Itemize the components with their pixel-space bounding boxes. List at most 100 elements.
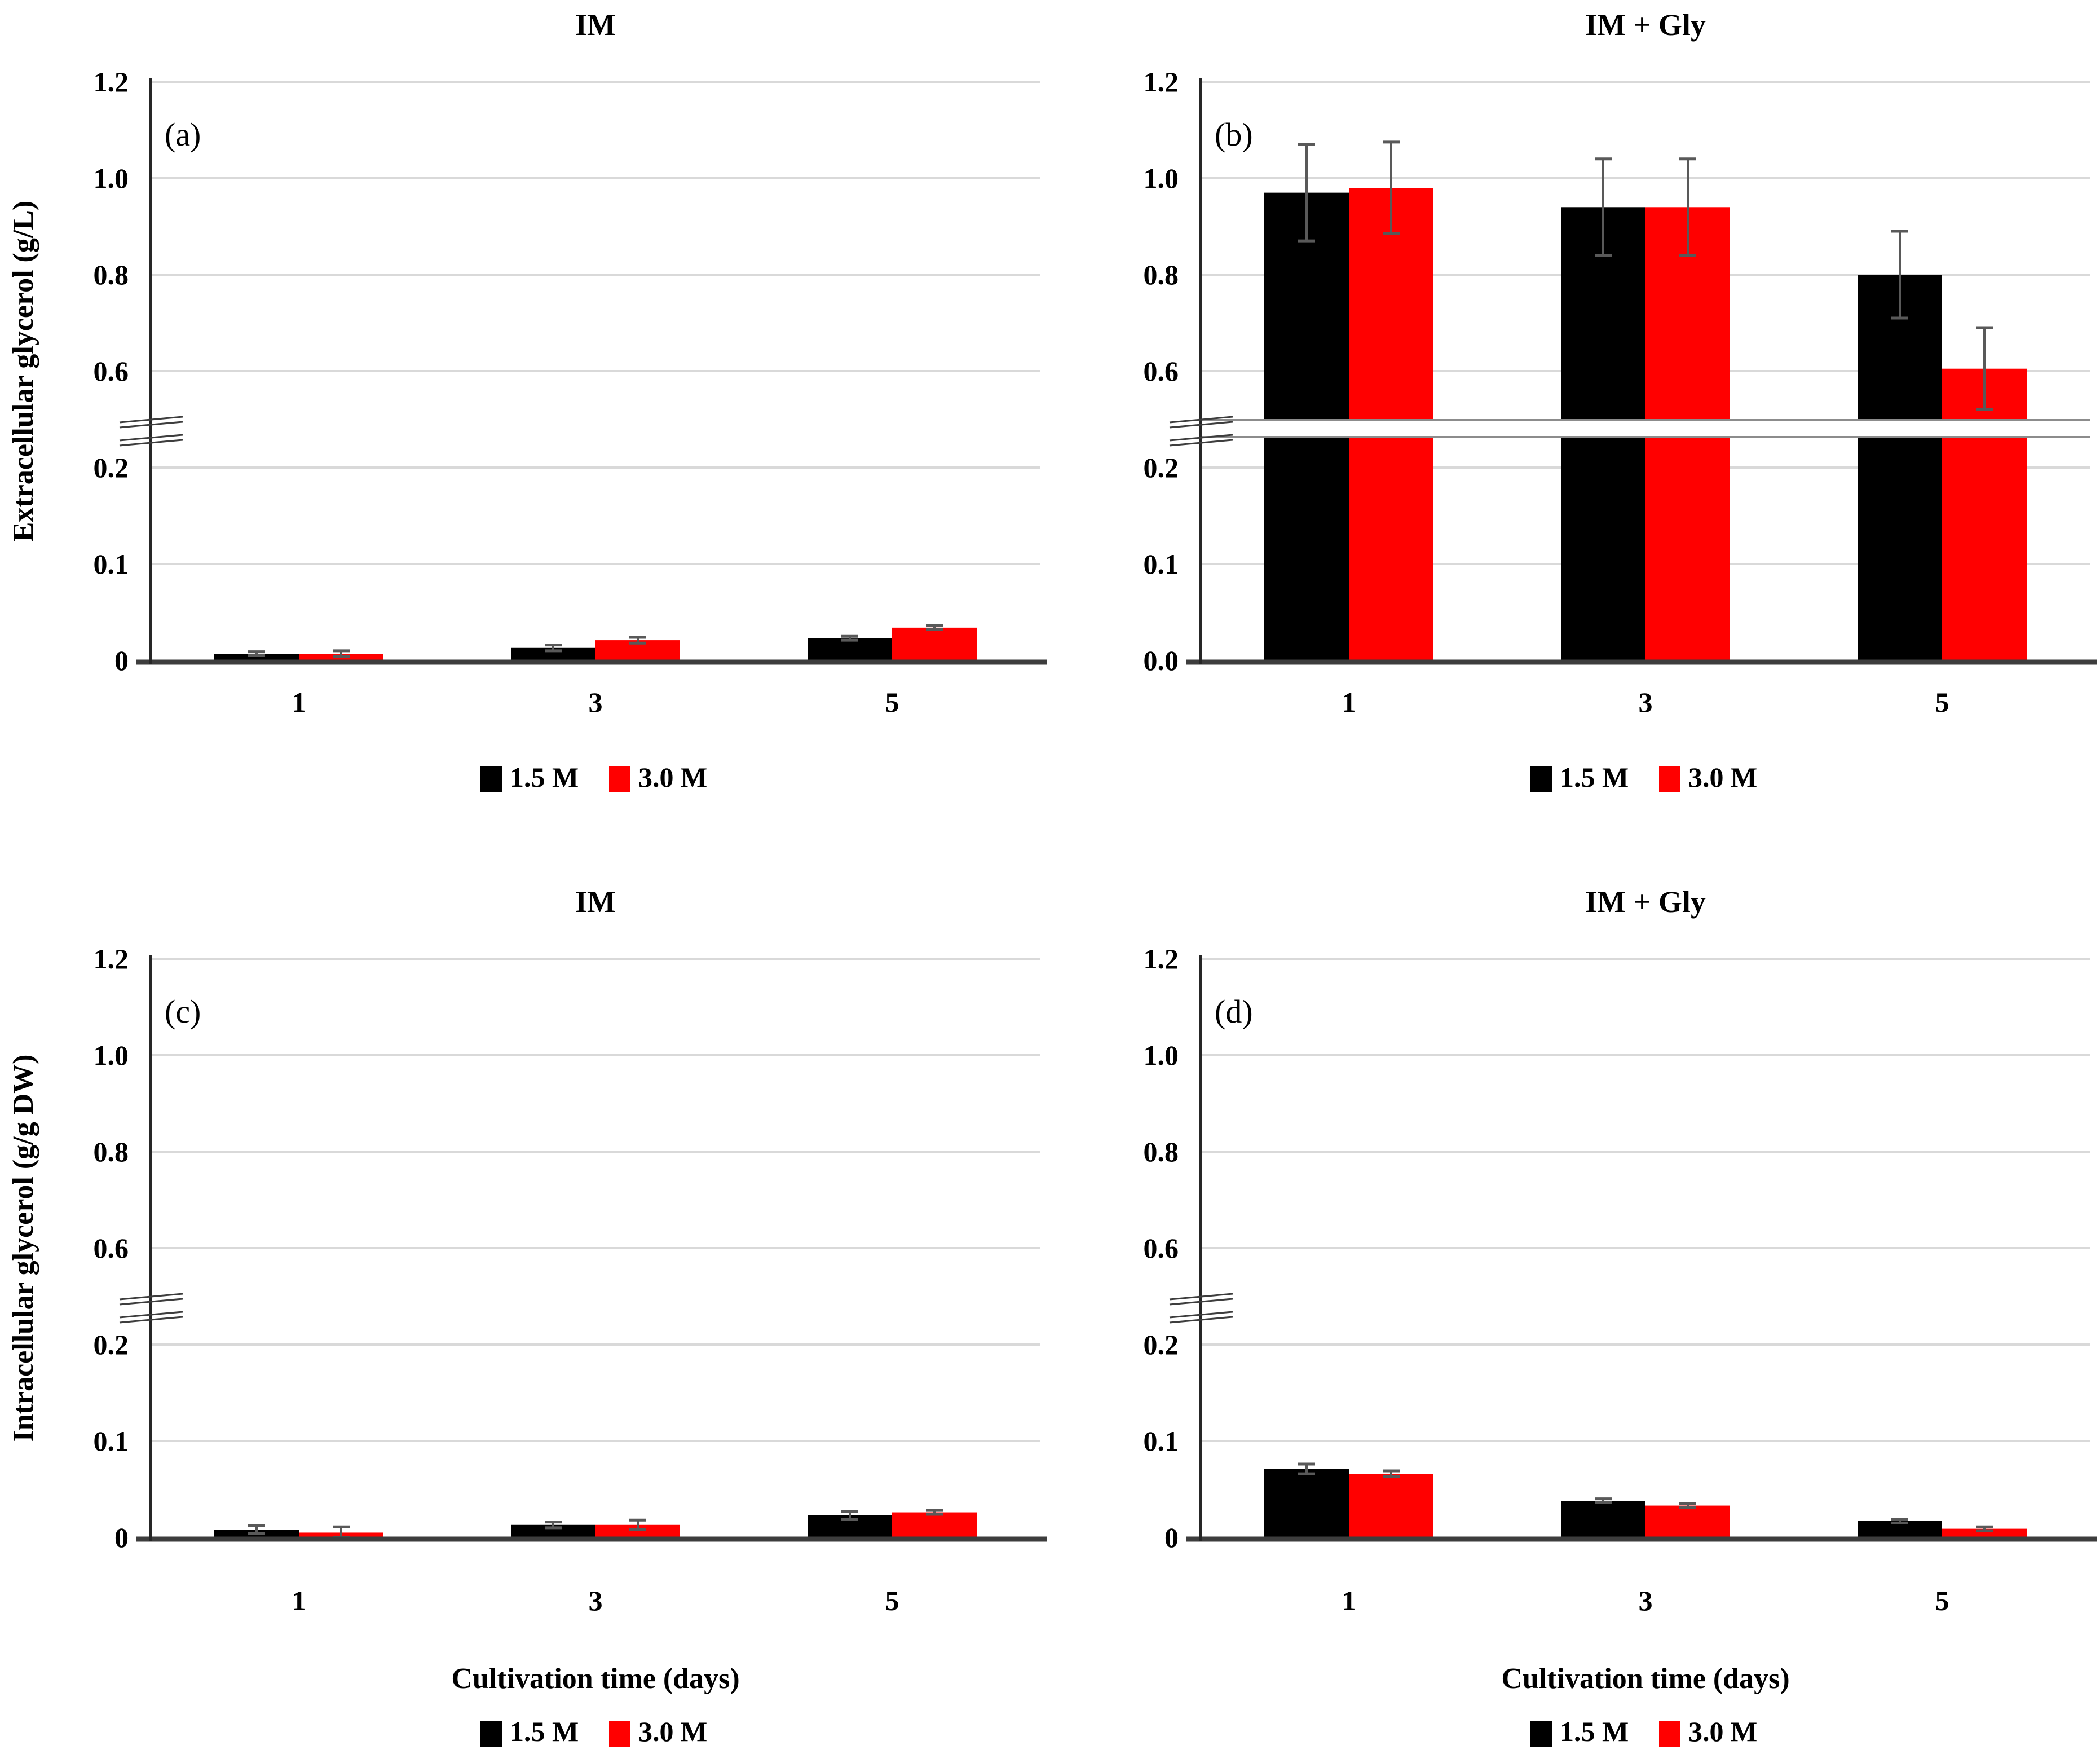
legend-swatch-1.5M [1530, 766, 1552, 792]
y-tick-label-1.0: 1.0 [1144, 162, 1179, 194]
error-bar-1.5M-day3 [1595, 157, 1612, 257]
legend-label-1.5M: 1.5 M [510, 761, 579, 793]
y-tick-label-0.6: 0.6 [1144, 355, 1179, 387]
bar-1.5M-day1 [1264, 1469, 1349, 1537]
panel-letter: (a) [165, 116, 201, 153]
bar-3.0M-day3 [1645, 1505, 1730, 1537]
panel-d-intracellular-im-gly-chart: 1.2 1.0 0.8 0.6 0.2 0.1 0 1 3 5 IM + Gly (d) Cultiva… [1050, 877, 2100, 1754]
panel-b-extracellular-im-gly-chart: 1.2 1.0 0.8 0.6 0.2 0.1 0.0 1 3 5 IM + Gly (b) 1.5 M… [1050, 0, 2100, 877]
y-tick-label-1.2: 1.2 [94, 943, 129, 975]
y-tick-label-0.8: 0.8 [94, 1136, 129, 1167]
error-bar-3.0M-day3 [1679, 1502, 1696, 1509]
bar-3.0M-day5 [892, 1512, 977, 1537]
axis-break-mark-2 [119, 1311, 183, 1324]
y-tick-label-zero: 0 [114, 645, 129, 676]
legend: 1.5 M 3.0 M [1530, 761, 1757, 793]
error-bar-3.0M-day3 [1679, 157, 1696, 257]
bar-1.5M-day3 [511, 647, 595, 660]
panel-letter: (b) [1215, 116, 1253, 153]
error-bar-3.0M-day3 [629, 636, 646, 645]
y-tick-label-1.0: 1.0 [94, 1039, 129, 1071]
error-bar-1.5M-day1 [248, 1524, 265, 1535]
y-tick-label-0.1: 0.1 [94, 548, 129, 580]
error-bar-1.5M-day5 [841, 634, 858, 642]
axis-break-mark-2 [1169, 434, 1233, 447]
bar-3.0M-day3 [595, 1524, 680, 1537]
error-bar-3.0M-day5 [1976, 1525, 1993, 1532]
axis-break-mark-2 [119, 434, 183, 447]
x-tick-label-day-5: 5 [885, 686, 899, 718]
legend-swatch-3.0M [609, 1721, 630, 1747]
error-bar-1.5M-day1 [248, 650, 265, 657]
panel-letter: (d) [1215, 993, 1253, 1030]
error-bar-1.5M-day1 [1298, 1462, 1315, 1475]
x-tick-label-day-5: 5 [1935, 1585, 1949, 1616]
error-bar-3.0M-day5 [926, 1509, 943, 1516]
bar-1.5M-day1 [214, 654, 299, 660]
bar-3.0M-day5 [1942, 368, 2027, 660]
error-bar-1.5M-day5 [1891, 230, 1908, 320]
axis-break-band [1202, 421, 2090, 437]
y-tick-label-0.6: 0.6 [1144, 1232, 1179, 1264]
legend-swatch-3.0M [1659, 766, 1680, 792]
y-tick-label-0.6: 0.6 [94, 355, 129, 387]
y-tick-label-0.8: 0.8 [1144, 1136, 1179, 1167]
legend-label-3.0M: 3.0 M [1688, 1716, 1757, 1747]
legend-label-1.5M: 1.5 M [1560, 761, 1629, 793]
y-tick-label-zero: 0 [114, 1522, 129, 1553]
x-tick-label-day-3: 3 [1639, 686, 1653, 718]
bar-3.0M-day5 [1942, 1528, 2027, 1537]
legend: 1.5 M 3.0 M [480, 761, 707, 793]
axis-break-mark-1 [1169, 1293, 1233, 1306]
x-tick-label-day-3: 3 [1639, 1585, 1653, 1616]
y-tick-label-0.8: 0.8 [94, 259, 129, 290]
y-tick-label-0.2: 0.2 [1144, 1329, 1179, 1360]
error-bar-1.5M-day3 [1595, 1497, 1612, 1504]
legend-label-3.0M: 3.0 M [1688, 761, 1757, 793]
x-tick-label-day-1: 1 [1342, 1585, 1356, 1616]
legend-swatch-3.0M [609, 766, 630, 792]
y-tick-label-1.0: 1.0 [1144, 1039, 1179, 1071]
panel-a-extracellular-im-chart: 1.2 1.0 0.8 0.6 0.2 0.1 0 1 3 5 IM (a) Extracellular… [0, 0, 1050, 877]
x-tick-label-day-5: 5 [1935, 686, 1949, 718]
y-tick-label-zero: 0.0 [1144, 645, 1179, 676]
y-tick-label-0.8: 0.8 [1144, 259, 1179, 290]
axis-break-mark-1 [1169, 416, 1233, 429]
y-tick-label-0.6: 0.6 [94, 1232, 129, 1264]
bar-1.5M-day3 [511, 1524, 595, 1537]
y-tick-label-1.2: 1.2 [94, 66, 129, 98]
y-tick-label-zero: 0 [1164, 1522, 1179, 1553]
x-tick-label-day-5: 5 [885, 1585, 899, 1616]
error-bar-3.0M-day5 [1976, 326, 1993, 411]
y-tick-label-1.2: 1.2 [1144, 66, 1179, 98]
error-bar-3.0M-day1 [1383, 140, 1400, 235]
x-tick-label-day-1: 1 [292, 1585, 306, 1616]
x-axis-title: Cultivation time (days) [451, 1663, 739, 1695]
x-tick-label-day-3: 3 [589, 686, 603, 718]
legend-swatch-1.5M [480, 766, 502, 792]
y-tick-label-0.1: 0.1 [94, 1425, 129, 1457]
error-bar-1.5M-day3 [545, 1521, 562, 1530]
error-bar-1.5M-day5 [841, 1510, 858, 1521]
legend-label-3.0M: 3.0 M [638, 1716, 707, 1747]
legend-swatch-1.5M [480, 1721, 502, 1747]
error-bar-1.5M-day3 [545, 644, 562, 653]
x-tick-label-day-1: 1 [1342, 686, 1356, 718]
panel-title: IM [575, 8, 616, 42]
bar-3.0M-day5 [892, 627, 977, 660]
bar-1.5M-day5 [1858, 275, 1942, 660]
panel-title: IM [575, 885, 616, 919]
bar-1.5M-day3 [1561, 1501, 1645, 1537]
legend-swatch-1.5M [1530, 1721, 1552, 1747]
panel-letter: (c) [165, 993, 201, 1030]
legend-label-1.5M: 1.5 M [510, 1716, 579, 1747]
y-tick-label-0.2: 0.2 [94, 452, 129, 483]
legend-swatch-3.0M [1659, 1721, 1680, 1747]
x-axis-title: Cultivation time (days) [1501, 1663, 1789, 1695]
error-bar-3.0M-day3 [629, 1518, 646, 1531]
error-bar-1.5M-day1 [1298, 143, 1315, 243]
error-bar-1.5M-day5 [1891, 1518, 1908, 1524]
y-axis-title: Extracellular glycerol (g/L) [7, 201, 39, 542]
y-tick-label-1.2: 1.2 [1144, 943, 1179, 975]
